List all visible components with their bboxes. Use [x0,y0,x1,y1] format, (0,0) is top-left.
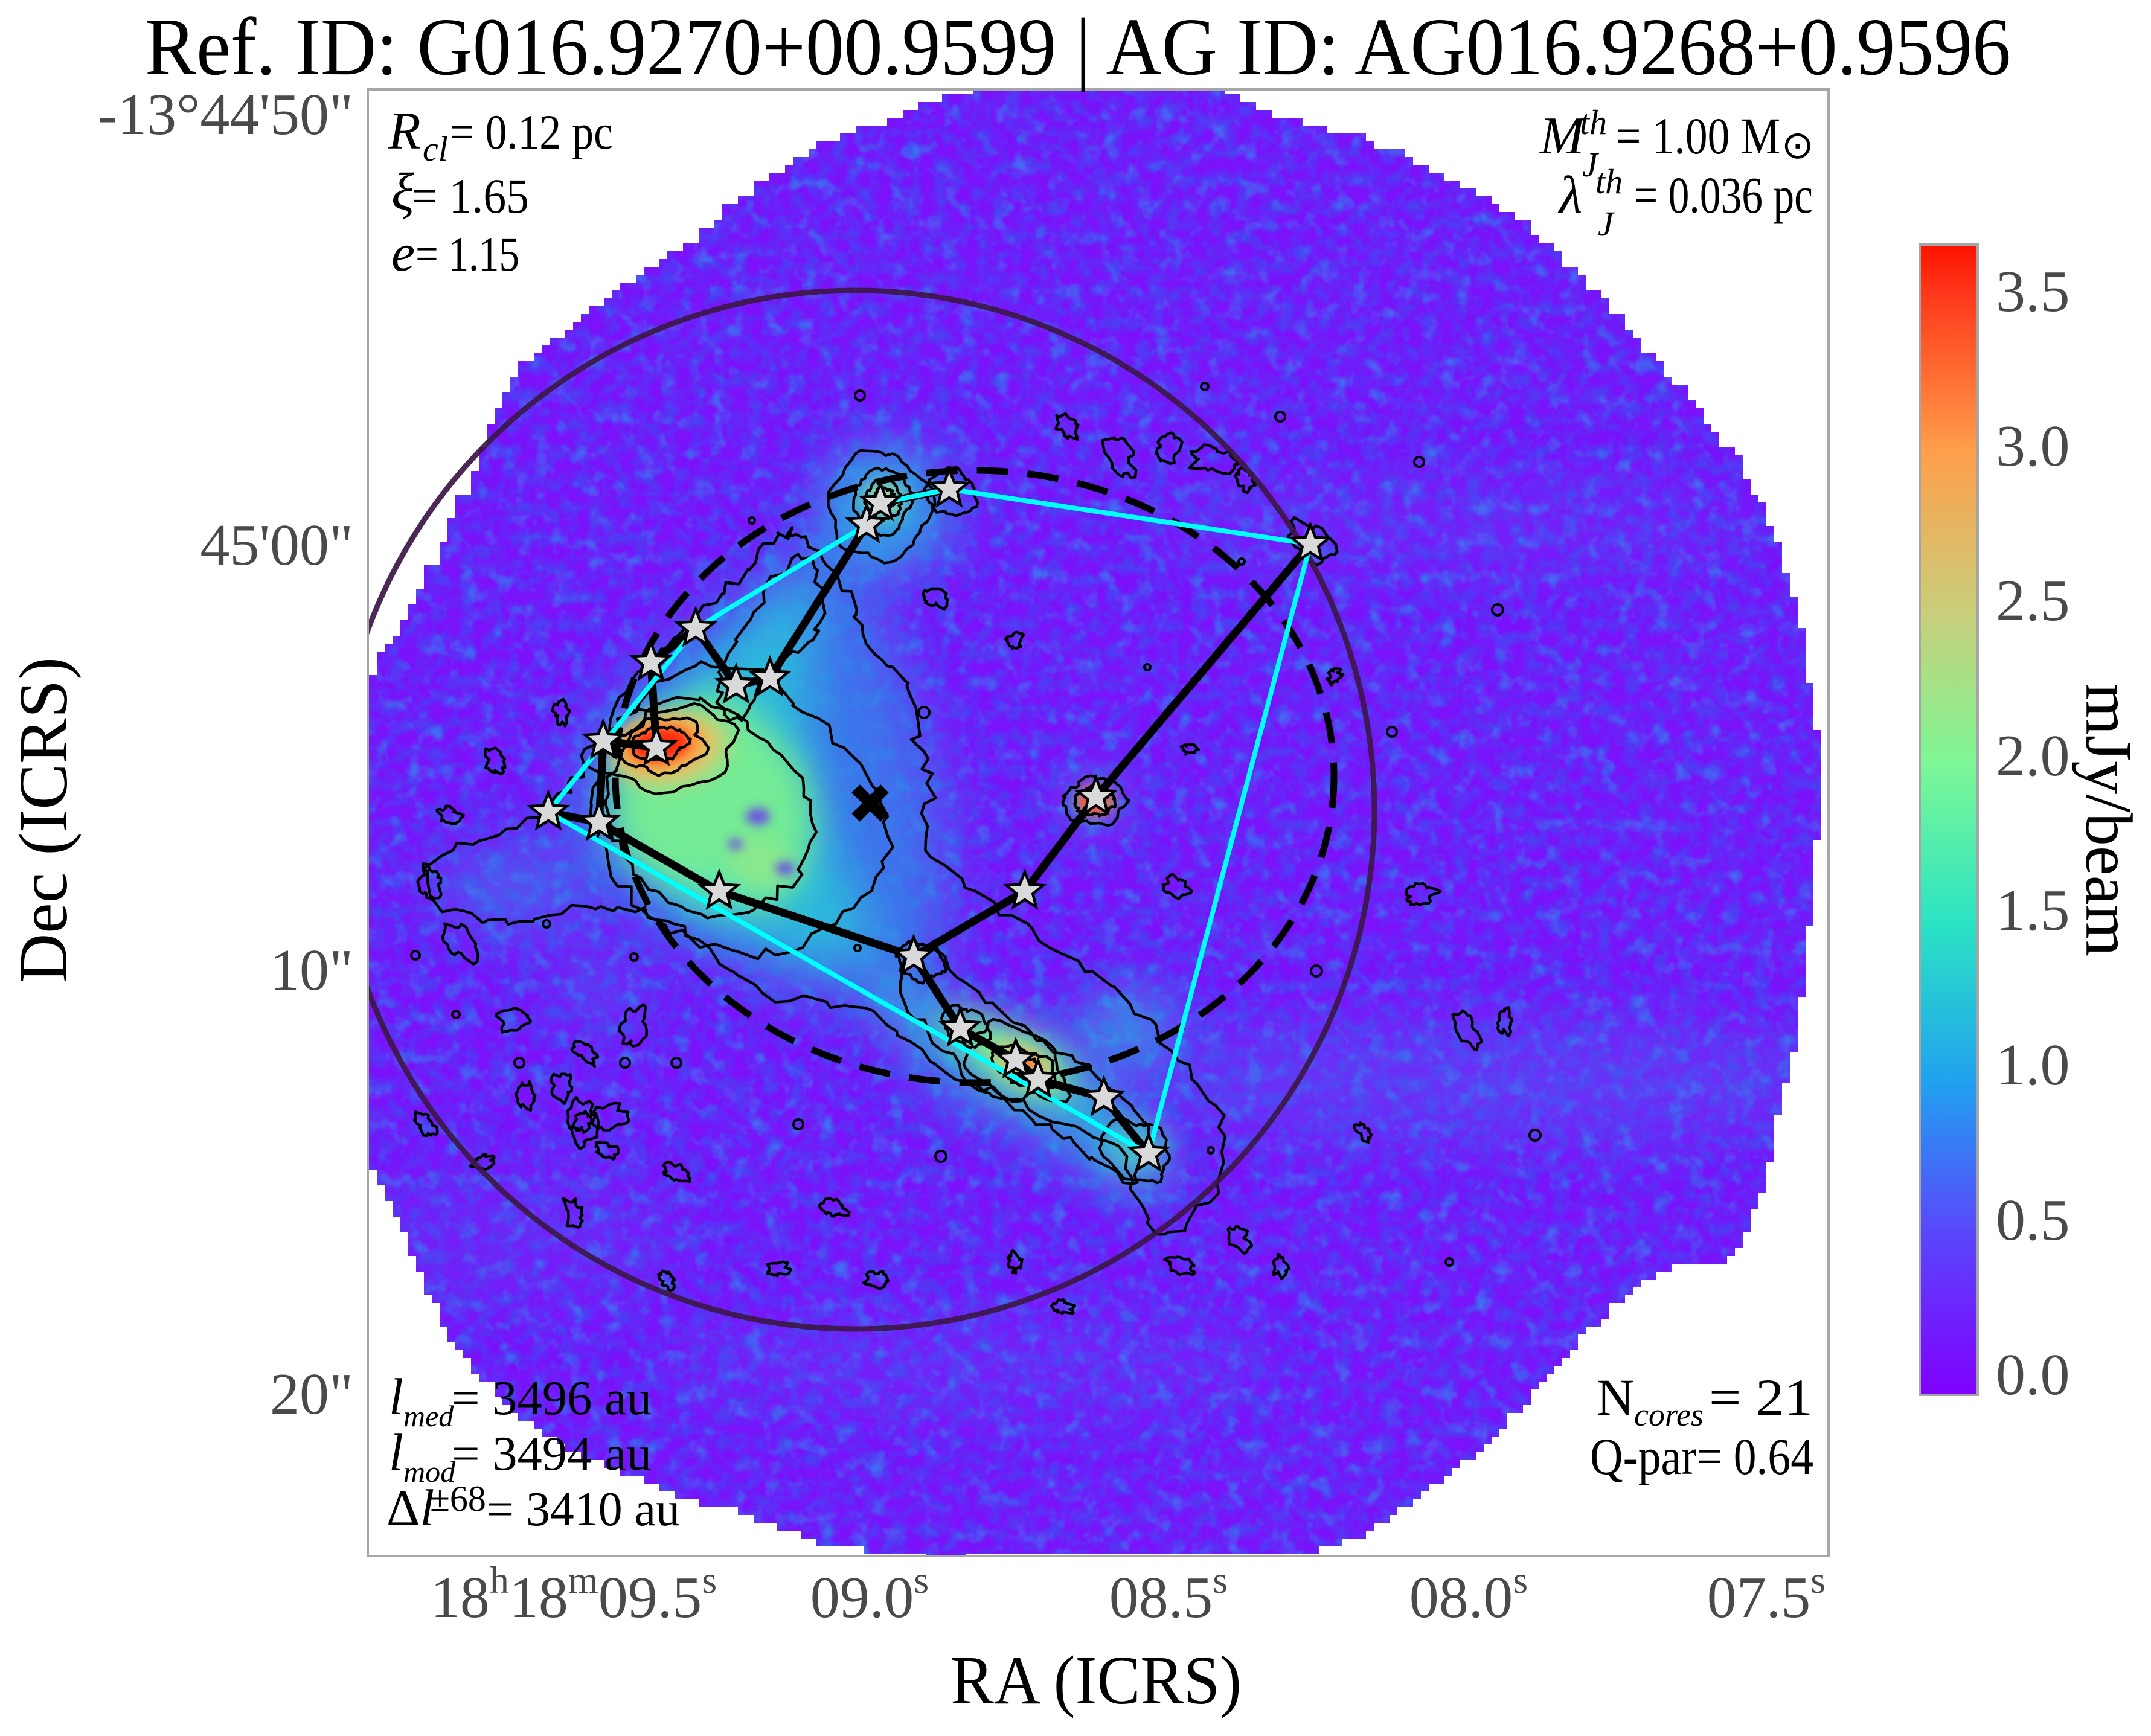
svg-text:2.0: 2.0 [1996,723,2070,789]
svg-text:2.5: 2.5 [1996,568,2070,633]
svg-text:Ref. ID: G016.9270+00.9599 | A: Ref. ID: G016.9270+00.9599 | AG ID: AG01… [145,2,2011,92]
svg-text:J: J [1582,145,1600,184]
svg-text:3.0: 3.0 [1996,414,2070,479]
svg-text:±68: ±68 [430,1479,486,1519]
svg-text:RA (ICRS): RA (ICRS) [950,1642,1242,1718]
svg-text:45'00": 45'00" [200,513,353,578]
svg-text:M: M [1539,107,1587,165]
svg-text:= 3494 au: = 3494 au [452,1427,652,1481]
svg-text:1.0: 1.0 [1996,1033,2070,1098]
svg-text:-13°44'50": -13°44'50" [98,82,354,147]
svg-text:cl: cl [423,129,448,168]
svg-text:J: J [1598,204,1615,243]
svg-text:Dec (ICRS): Dec (ICRS) [5,657,82,983]
svg-text:ξ: ξ [391,163,414,222]
svg-text:th: th [1580,103,1607,142]
svg-text:= 1.65: = 1.65 [412,168,529,223]
svg-text:mod: mod [403,1455,456,1488]
svg-text:e: e [391,224,415,283]
svg-text:20": 20" [270,1362,353,1427]
svg-text:cores: cores [1634,1397,1704,1433]
svg-text:= 1.15: = 1.15 [415,226,519,281]
svg-text:mJy/beam: mJy/beam [2072,684,2146,956]
svg-text:08.5s: 08.5s [1109,1558,1228,1630]
svg-text:0.0: 0.0 [1996,1342,2070,1408]
svg-text:10": 10" [270,938,353,1003]
svg-text:Q-par= 0.64: Q-par= 0.64 [1590,1427,1813,1485]
svg-text:= 0.12 pc: = 0.12 pc [450,104,613,159]
svg-text:= 3496 au: = 3496 au [452,1372,652,1425]
svg-text:R: R [388,102,421,161]
svg-text:3.5: 3.5 [1996,259,2070,324]
svg-text:0.5: 0.5 [1996,1188,2070,1253]
svg-text:th: th [1595,162,1623,201]
svg-text:= 1.00 M: = 1.00 M [1616,107,1780,165]
svg-text:Δl: Δl [386,1479,434,1537]
svg-text:λ: λ [1557,166,1582,225]
svg-text:08.0s: 08.0s [1409,1558,1528,1630]
svg-text:N: N [1597,1368,1634,1426]
svg-text:09.0s: 09.0s [810,1558,929,1630]
svg-text:= 3410 au: = 3410 au [487,1483,680,1536]
svg-text:l: l [389,1423,403,1481]
svg-text:l: l [389,1368,403,1426]
svg-text:= 21: = 21 [1709,1368,1813,1426]
svg-text:med: med [403,1399,454,1433]
svg-text:⊙: ⊙ [1781,124,1814,167]
svg-text:= 0.036 pc: = 0.036 pc [1634,166,1813,224]
svg-text:1.5: 1.5 [1996,878,2070,943]
svg-text:07.5s: 07.5s [1707,1558,1826,1630]
